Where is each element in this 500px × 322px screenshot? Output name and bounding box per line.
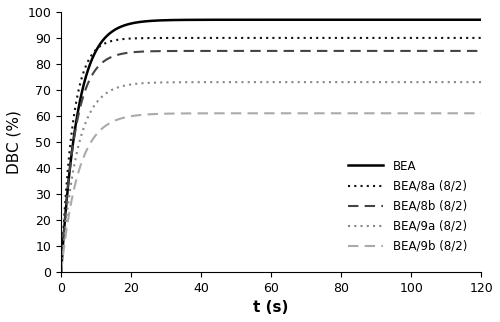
Y-axis label: DBC (%): DBC (%) <box>7 110 22 174</box>
BEA/9b (8/2) <box>58 270 64 274</box>
BEA/9a (8/2) <box>466 80 472 84</box>
BEA/8b (8/2) <box>478 49 484 53</box>
BEA/8a (8/2) <box>476 36 482 40</box>
BEA/8a (8/2) <box>466 36 472 40</box>
BEA <box>389 18 395 22</box>
BEA/8a (8/2) <box>58 270 64 274</box>
BEA <box>80 88 86 91</box>
BEA <box>251 18 257 22</box>
BEA/8b (8/2) <box>389 49 395 53</box>
BEA/8b (8/2) <box>80 97 86 101</box>
BEA/9a (8/2) <box>478 80 484 84</box>
BEA/8a (8/2) <box>80 73 86 77</box>
Line: BEA/8a (8/2): BEA/8a (8/2) <box>61 38 481 272</box>
BEA/9a (8/2) <box>58 270 64 274</box>
Line: BEA/9b (8/2): BEA/9b (8/2) <box>61 113 481 272</box>
BEA/9a (8/2) <box>466 80 472 84</box>
BEA <box>466 18 472 22</box>
BEA/9a (8/2) <box>389 80 395 84</box>
BEA/9b (8/2) <box>262 111 268 115</box>
BEA/9a (8/2) <box>80 129 86 133</box>
BEA/9b (8/2) <box>251 111 257 115</box>
BEA <box>58 270 64 274</box>
BEA/8b (8/2) <box>58 270 64 274</box>
BEA/8a (8/2) <box>466 36 472 40</box>
BEA/8b (8/2) <box>466 49 472 53</box>
BEA/8b (8/2) <box>262 49 268 53</box>
X-axis label: t (s): t (s) <box>254 300 289 315</box>
BEA/9b (8/2) <box>389 111 395 115</box>
BEA/9a (8/2) <box>251 80 257 84</box>
BEA/9b (8/2) <box>466 111 472 115</box>
Line: BEA/9a (8/2): BEA/9a (8/2) <box>61 82 481 272</box>
BEA <box>478 18 484 22</box>
BEA/9a (8/2) <box>262 80 268 84</box>
Line: BEA: BEA <box>61 20 481 272</box>
BEA <box>466 18 472 22</box>
BEA/8b (8/2) <box>251 49 257 53</box>
BEA <box>262 18 268 22</box>
BEA/8a (8/2) <box>389 36 395 40</box>
Line: BEA/8b (8/2): BEA/8b (8/2) <box>61 51 481 272</box>
BEA/8a (8/2) <box>251 36 257 40</box>
BEA/9b (8/2) <box>478 111 484 115</box>
BEA/8a (8/2) <box>478 36 484 40</box>
BEA/8a (8/2) <box>262 36 268 40</box>
BEA/8b (8/2) <box>466 49 472 53</box>
Legend: BEA, BEA/8a (8/2), BEA/8b (8/2), BEA/9a (8/2), BEA/9b (8/2): BEA, BEA/8a (8/2), BEA/8b (8/2), BEA/9a … <box>348 159 467 253</box>
BEA/9b (8/2) <box>466 111 472 115</box>
BEA/9b (8/2) <box>80 158 86 162</box>
